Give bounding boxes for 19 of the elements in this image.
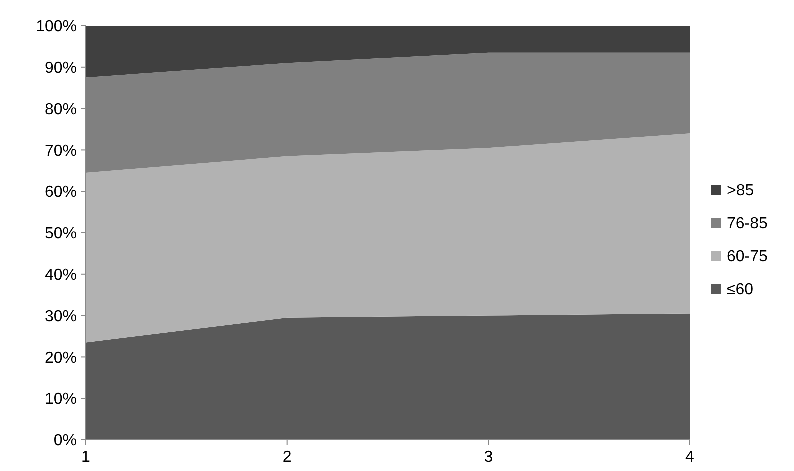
y-tick-label: 100%	[36, 18, 77, 36]
y-tick-label: 60%	[44, 184, 77, 202]
y-tick-label: 80%	[44, 101, 77, 118]
legend-label: >85	[727, 182, 754, 200]
x-tick-label: 3	[484, 449, 494, 466]
x-tick-label: 4	[686, 449, 695, 466]
y-tick-label: 10%	[44, 391, 77, 408]
y-tick-label: 90%	[44, 60, 77, 77]
y-tick-label: 30%	[44, 308, 77, 326]
y-tick-label: 50%	[44, 226, 77, 243]
legend-label: ≤60	[727, 282, 754, 299]
y-tick-label: 40%	[44, 267, 77, 284]
y-tick-label: 20%	[44, 350, 77, 367]
legend-label: 60-75	[727, 248, 768, 266]
y-tick-label: 0%	[54, 432, 77, 450]
x-tick-label: 2	[282, 449, 292, 466]
y-tick-label: 70%	[44, 142, 77, 160]
legend-label: 76-85	[727, 216, 768, 233]
x-tick-label: 1	[82, 449, 91, 466]
